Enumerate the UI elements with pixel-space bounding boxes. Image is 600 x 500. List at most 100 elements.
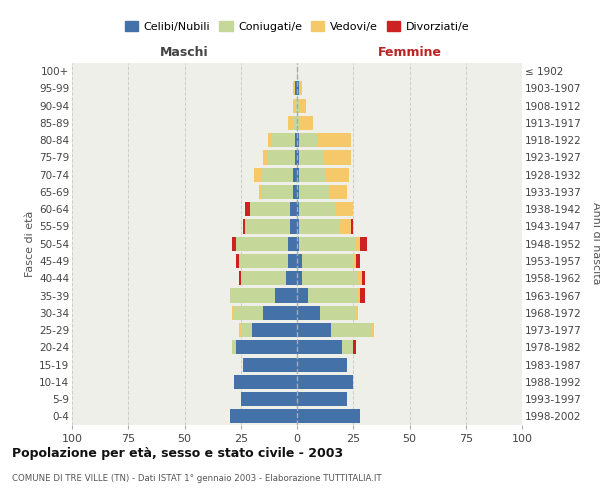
Bar: [295, 150, 297, 164]
Bar: [254, 168, 297, 182]
Bar: [297, 375, 353, 389]
Bar: [297, 185, 347, 199]
Bar: [297, 288, 358, 302]
Bar: [236, 236, 297, 251]
Bar: [297, 150, 299, 164]
Bar: [241, 271, 297, 285]
Bar: [295, 98, 297, 112]
Bar: [297, 358, 347, 372]
Bar: [297, 150, 351, 164]
Bar: [297, 116, 313, 130]
Bar: [293, 98, 297, 112]
Bar: [290, 220, 297, 234]
Bar: [259, 185, 297, 199]
Bar: [297, 150, 351, 164]
Bar: [297, 82, 299, 96]
Bar: [297, 202, 353, 216]
Bar: [229, 410, 297, 424]
Bar: [297, 82, 299, 96]
Bar: [229, 288, 297, 302]
Bar: [241, 392, 297, 406]
Bar: [286, 271, 297, 285]
Y-axis label: Fasce di età: Fasce di età: [25, 210, 35, 277]
Bar: [234, 306, 297, 320]
Bar: [229, 410, 297, 424]
Bar: [297, 306, 320, 320]
Bar: [297, 254, 360, 268]
Bar: [297, 288, 308, 302]
Bar: [297, 220, 299, 234]
Bar: [234, 375, 297, 389]
Bar: [297, 410, 360, 424]
Bar: [239, 271, 297, 285]
Bar: [297, 168, 299, 182]
Bar: [297, 82, 302, 96]
Bar: [241, 271, 297, 285]
Bar: [297, 168, 326, 182]
Bar: [297, 202, 299, 216]
Bar: [297, 254, 355, 268]
Bar: [297, 392, 347, 406]
Bar: [295, 82, 297, 96]
Bar: [229, 288, 297, 302]
Bar: [232, 236, 297, 251]
Bar: [297, 306, 358, 320]
Bar: [254, 168, 297, 182]
Bar: [241, 392, 297, 406]
Bar: [232, 340, 297, 354]
Bar: [297, 323, 373, 337]
Bar: [241, 323, 297, 337]
Bar: [252, 323, 297, 337]
Bar: [297, 236, 367, 251]
Bar: [234, 375, 297, 389]
Bar: [297, 254, 353, 268]
Bar: [297, 185, 329, 199]
Bar: [268, 133, 297, 148]
Bar: [297, 133, 317, 148]
Bar: [263, 150, 297, 164]
Bar: [297, 271, 365, 285]
Bar: [245, 220, 297, 234]
Bar: [293, 185, 297, 199]
Bar: [293, 82, 297, 96]
Bar: [297, 375, 353, 389]
Bar: [236, 340, 297, 354]
Bar: [288, 116, 297, 130]
Bar: [295, 82, 297, 96]
Text: Femmine: Femmine: [377, 46, 442, 59]
Bar: [297, 185, 299, 199]
Bar: [272, 133, 297, 148]
Bar: [297, 392, 347, 406]
Bar: [297, 133, 351, 148]
Bar: [243, 358, 297, 372]
Bar: [297, 220, 353, 234]
Bar: [297, 323, 331, 337]
Bar: [297, 236, 299, 251]
Bar: [297, 340, 342, 354]
Bar: [288, 116, 297, 130]
Bar: [245, 202, 297, 216]
Bar: [297, 82, 302, 96]
Bar: [297, 340, 355, 354]
Bar: [297, 306, 358, 320]
Bar: [297, 410, 360, 424]
Bar: [236, 236, 297, 251]
Bar: [297, 98, 306, 112]
Bar: [293, 168, 297, 182]
Bar: [261, 185, 297, 199]
Bar: [241, 392, 297, 406]
Bar: [250, 202, 297, 216]
Bar: [239, 323, 297, 337]
Bar: [297, 358, 347, 372]
Bar: [297, 220, 340, 234]
Bar: [297, 150, 324, 164]
Bar: [232, 340, 297, 354]
Bar: [297, 168, 349, 182]
Bar: [243, 220, 297, 234]
Bar: [290, 202, 297, 216]
Bar: [297, 116, 313, 130]
Bar: [243, 358, 297, 372]
Bar: [297, 323, 371, 337]
Bar: [293, 116, 297, 130]
Bar: [288, 254, 297, 268]
